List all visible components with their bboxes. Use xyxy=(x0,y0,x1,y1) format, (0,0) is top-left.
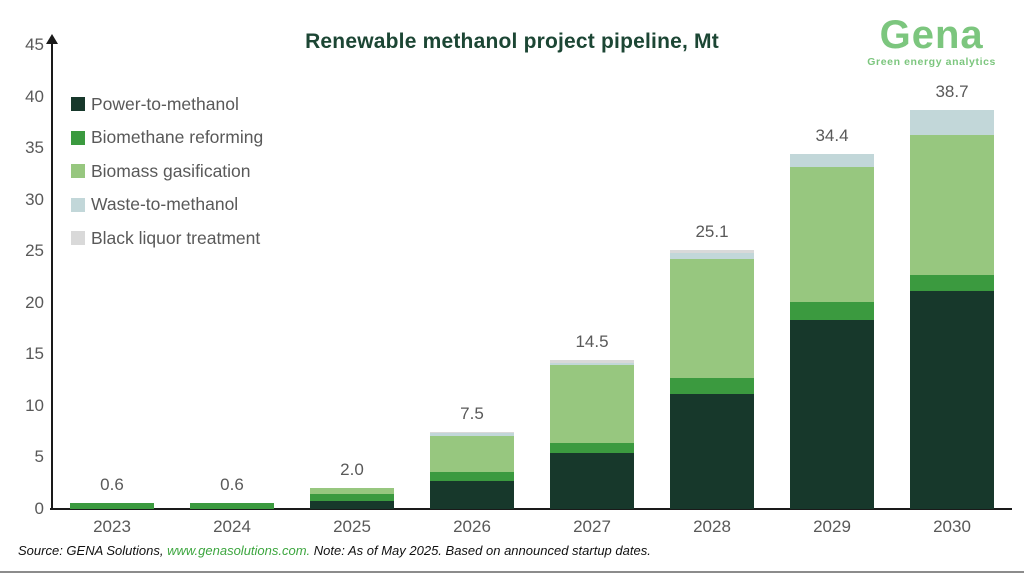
bar-segment-2027-biomass-gasification xyxy=(550,364,634,443)
bar-segment-2024-biomethane-reforming xyxy=(190,502,274,509)
bar-total-label-2023: 0.6 xyxy=(100,474,124,494)
x-category-label-2025: 2025 xyxy=(333,517,371,536)
x-category-label-2027: 2027 xyxy=(573,517,611,536)
y-tick-label: 45 xyxy=(25,35,44,55)
bar-segment-2030-biomethane-reforming xyxy=(910,274,994,292)
y-tick-label: 25 xyxy=(25,241,44,261)
bar-segment-2028-waste-to-methanol xyxy=(670,253,754,260)
y-tick-label: 35 xyxy=(25,138,44,158)
bar-total-label-2028: 25.1 xyxy=(695,222,729,242)
bar-segment-2029-biomethane-reforming xyxy=(790,301,874,321)
source-text-suffix: Note: As of May 2025. Based on announced… xyxy=(310,543,651,558)
legend-label: Power-to-methanol xyxy=(91,93,239,114)
bar-total-label-2029: 34.4 xyxy=(815,126,849,146)
source-text-prefix: Source: GENA Solutions, xyxy=(18,543,168,558)
y-tick-label: 10 xyxy=(25,395,44,415)
legend-label: Biomethane reforming xyxy=(91,127,264,147)
x-category-label-2024: 2024 xyxy=(213,517,251,536)
bar-segment-2030-biomass-gasification xyxy=(910,134,994,275)
legend-label: Waste-to-methanol xyxy=(91,194,239,214)
x-axis-line xyxy=(50,508,1012,510)
bar-segment-2026-power-to-methanol xyxy=(430,481,514,509)
bar-segment-2029-biomass-gasification xyxy=(790,166,874,302)
y-tick-label: 30 xyxy=(25,189,44,209)
bar-segment-2023-biomethane-reforming xyxy=(70,502,154,509)
y-axis-line xyxy=(51,42,53,510)
x-category-label-2028: 2028 xyxy=(693,517,731,536)
legend-item-power-to-methanol: Power-to-methanol xyxy=(71,94,263,114)
bar-segment-2025-biomethane-reforming xyxy=(310,493,394,501)
bar-segment-2026-biomethane-reforming xyxy=(430,471,514,482)
logo-tagline: Green energy analytics xyxy=(867,56,996,68)
source-link[interactable]: www.genasolutions.com. xyxy=(167,543,311,558)
legend-swatch-icon xyxy=(71,164,85,178)
logo-wordmark: Gena xyxy=(879,13,984,57)
bar-segment-2030-power-to-methanol xyxy=(910,291,994,509)
bar-segment-2028-biomethane-reforming xyxy=(670,378,754,394)
bar-segment-2028-power-to-methanol xyxy=(670,393,754,509)
bar-total-label-2026: 7.5 xyxy=(460,403,484,423)
legend-label: Biomass gasification xyxy=(91,160,251,181)
legend-item-waste-to-methanol: Waste-to-methanol xyxy=(71,194,263,215)
bar-segment-2025-biomass-gasification xyxy=(310,488,394,494)
bar-segment-2029-power-to-methanol xyxy=(790,320,874,509)
bar-total-label-2030: 38.7 xyxy=(935,82,969,101)
bar-segment-2028-black-liquor-treatment xyxy=(670,250,754,254)
bar-segment-2029-waste-to-methanol xyxy=(790,154,874,167)
bar-segment-2027-power-to-methanol xyxy=(550,453,634,509)
x-category-label-2030: 2030 xyxy=(933,517,971,536)
x-category-label-2029: 2029 xyxy=(813,517,851,536)
legend-item-biomethane-reforming: Biomethane reforming xyxy=(71,127,264,148)
bar-segment-2026-black-liquor-treatment xyxy=(430,431,514,434)
bar-segment-2027-black-liquor-treatment xyxy=(550,359,634,364)
legend-label: Black liquor treatment xyxy=(91,227,261,248)
y-axis-arrow-icon xyxy=(46,34,58,44)
y-tick-label: 0 xyxy=(34,499,44,518)
legend-swatch-icon xyxy=(71,97,85,111)
legend-item-black-liquor-treatment: Black liquor treatment xyxy=(71,228,263,248)
bar-total-label-2024: 0.6 xyxy=(220,474,244,494)
bar-segment-2025-power-to-methanol xyxy=(310,500,394,509)
chart-legend: Power-to-methanol Biomethane reforming Bio… xyxy=(71,94,263,262)
legend-swatch-icon xyxy=(71,231,85,245)
y-tick-label: 15 xyxy=(25,344,44,364)
legend-swatch-icon xyxy=(71,197,85,212)
bar-total-label-2027: 14.5 xyxy=(575,331,609,351)
bar-total-label-2025: 2.0 xyxy=(340,460,364,480)
bar-segment-2030-waste-to-methanol xyxy=(910,110,994,135)
y-tick-label: 5 xyxy=(34,447,44,467)
legend-item-biomass-gasification: Biomass gasification xyxy=(71,161,263,181)
bar-segment-2026-biomass-gasification xyxy=(430,436,514,472)
bottom-divider xyxy=(0,571,1024,573)
legend-swatch-icon xyxy=(71,130,85,145)
x-category-label-2026: 2026 xyxy=(453,517,491,536)
bar-segment-2028-biomass-gasification xyxy=(670,259,754,379)
x-category-label-2023: 2023 xyxy=(93,517,131,536)
y-tick-label: 40 xyxy=(25,86,44,106)
y-tick-label: 20 xyxy=(25,292,44,312)
bar-segment-2026-waste-to-methanol xyxy=(430,433,514,437)
gena-logo: Gena Green energy analytics xyxy=(867,13,996,68)
source-note: Source: GENA Solutions, www.genasolution… xyxy=(18,543,651,558)
chart-title: Renewable methanol project pipeline, Mt xyxy=(305,30,719,53)
bar-segment-2027-waste-to-methanol xyxy=(550,363,634,365)
bar-segment-2027-biomethane-reforming xyxy=(550,443,634,454)
